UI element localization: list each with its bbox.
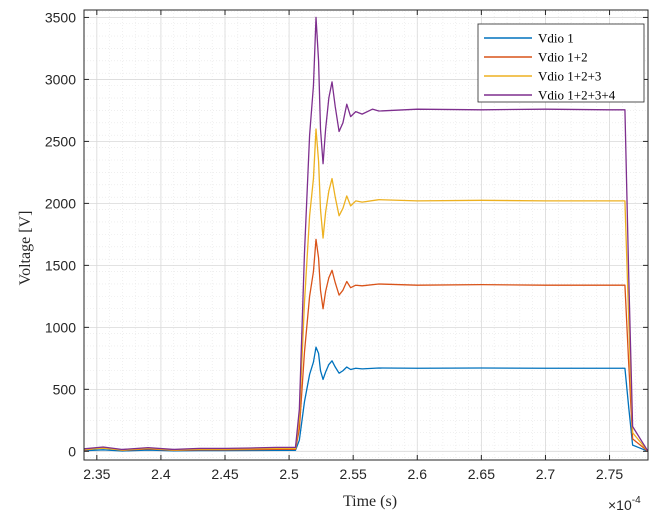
y-tick-label: 2500 bbox=[45, 133, 76, 149]
y-axis-label: Voltage [V] bbox=[17, 211, 34, 286]
x-tick-label: 2.45 bbox=[211, 466, 238, 482]
y-tick-label: 3000 bbox=[45, 71, 76, 87]
x-axis-label: Time (s) bbox=[343, 493, 397, 510]
y-tick-label: 1500 bbox=[45, 257, 76, 273]
x-tick-label: 2.55 bbox=[340, 466, 367, 482]
legend: Vdio 1 Vdio 1+2 Vdio 1+2+3 Vdio 1+2+3+4 bbox=[477, 23, 645, 103]
legend-label-2: Vdio 1+2 bbox=[538, 50, 588, 65]
x-exponent-label: ×10-4 bbox=[608, 495, 641, 513]
x-tick-label: 2.5 bbox=[279, 466, 299, 482]
x-tick-label: 2.75 bbox=[596, 466, 623, 482]
y-tick-label: 500 bbox=[53, 381, 77, 397]
plot-frame bbox=[83, 9, 649, 461]
series-layer bbox=[84, 16, 648, 452]
legend-label-1: Vdio 1 bbox=[538, 31, 574, 46]
series-line-3 bbox=[84, 128, 648, 452]
x-tick-label: 2.6 bbox=[408, 466, 428, 482]
series-line-2 bbox=[84, 238, 648, 452]
x-tick-labels: 2.35 2.4 2.45 2.5 2.55 2.6 2.65 2.7 2.75 bbox=[83, 466, 623, 482]
tick-marks bbox=[84, 10, 648, 460]
y-tick-label: 0 bbox=[68, 443, 76, 459]
legend-label-3: Vdio 1+2+3 bbox=[538, 69, 601, 84]
y-tick-label: 1000 bbox=[45, 319, 76, 335]
y-tick-labels: 0 500 1000 1500 2000 2500 3000 3500 bbox=[45, 9, 76, 459]
y-tick-label: 3500 bbox=[45, 9, 76, 25]
y-tick-label: 2000 bbox=[45, 195, 76, 211]
legend-box bbox=[477, 23, 645, 103]
x-tick-label: 2.35 bbox=[83, 466, 110, 482]
series-line-4 bbox=[84, 16, 648, 452]
series-line-1 bbox=[84, 346, 648, 452]
x-tick-label: 2.65 bbox=[468, 466, 495, 482]
x-tick-label: 2.4 bbox=[151, 466, 171, 482]
x-tick-label: 2.7 bbox=[536, 466, 556, 482]
legend-label-4: Vdio 1+2+3+4 bbox=[538, 88, 616, 103]
